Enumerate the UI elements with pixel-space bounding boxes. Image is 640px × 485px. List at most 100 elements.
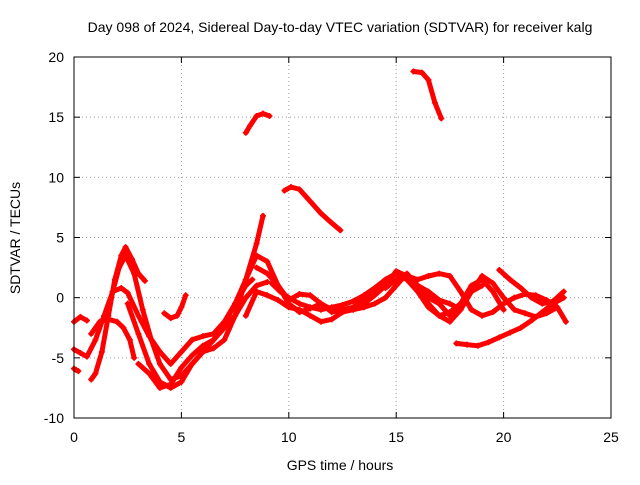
- data-point-marker: [88, 376, 95, 383]
- x-axis-label: GPS time / hours: [287, 457, 394, 473]
- data-point-marker: [131, 354, 138, 361]
- data-point-marker: [268, 280, 275, 287]
- data-point-marker: [474, 342, 481, 349]
- data-point-marker: [210, 345, 217, 352]
- data-point-marker: [92, 336, 99, 343]
- y-tick-label: 10: [48, 169, 64, 185]
- data-point-marker: [156, 360, 163, 367]
- data-point-marker: [221, 321, 228, 328]
- data-point-marker: [116, 264, 123, 271]
- data-point-marker: [232, 300, 239, 307]
- data-point-marker: [436, 300, 443, 307]
- data-point-marker: [382, 276, 389, 283]
- data-point-marker: [457, 306, 464, 313]
- data-point-marker: [479, 282, 486, 289]
- data-point-marker: [350, 304, 357, 311]
- data-point-marker: [393, 282, 400, 289]
- data-point-marker: [249, 276, 256, 283]
- data-point-marker: [88, 330, 95, 337]
- data-point-marker: [382, 285, 389, 292]
- data-point-marker: [457, 288, 464, 295]
- data-point-marker: [511, 294, 518, 301]
- data-point-marker: [139, 306, 146, 313]
- y-tick-label: 20: [48, 49, 64, 65]
- data-point-marker: [75, 368, 82, 375]
- data-point-marker: [174, 312, 181, 319]
- data-point-marker: [560, 294, 567, 301]
- grid: [74, 57, 611, 418]
- data-point-marker: [489, 309, 496, 316]
- data-point-marker: [438, 115, 445, 122]
- data-point-marker: [485, 339, 492, 346]
- data-point-marker: [260, 110, 267, 117]
- data-point-marker: [199, 348, 206, 355]
- data-point-marker: [382, 294, 389, 301]
- chart-title: Day 098 of 2024, Sidereal Day-to-day VTE…: [88, 19, 593, 35]
- data-point-marker: [522, 310, 529, 317]
- data-point-marker: [337, 227, 344, 234]
- data-point-marker: [178, 378, 185, 385]
- data-point-marker: [489, 288, 496, 295]
- data-point-marker: [318, 210, 325, 217]
- data-point-marker: [83, 317, 90, 324]
- data-point-marker: [507, 329, 514, 336]
- data-point-marker: [418, 69, 425, 76]
- data-point-marker: [242, 294, 249, 301]
- data-point-marker: [264, 292, 271, 299]
- data-point-marker: [414, 288, 421, 295]
- data-point-marker: [425, 76, 432, 83]
- data-point-marker: [113, 318, 120, 325]
- data-point-marker: [260, 212, 267, 219]
- data-point-marker: [161, 310, 168, 317]
- y-tick-label: 5: [56, 230, 64, 246]
- data-point-marker: [453, 340, 460, 347]
- data-point-marker: [328, 220, 335, 227]
- data-point-marker: [135, 312, 142, 319]
- data-point-marker: [350, 298, 357, 305]
- data-point-marker: [281, 187, 288, 194]
- series-arc-18: [453, 294, 567, 349]
- data-point-marker: [446, 273, 453, 280]
- series-arc-5: [88, 316, 138, 361]
- data-point-marker: [489, 280, 496, 287]
- data-point-marker: [371, 300, 378, 307]
- data-point-marker: [464, 341, 471, 348]
- data-point-marker: [393, 276, 400, 283]
- x-tick-label: 10: [281, 429, 297, 445]
- data-point-marker: [242, 312, 249, 319]
- data-point-marker: [307, 312, 314, 319]
- data-point-marker: [554, 304, 561, 311]
- data-point-marker: [500, 300, 507, 307]
- data-point-marker: [328, 316, 335, 323]
- data-point-marker: [178, 304, 185, 311]
- data-point-marker: [242, 276, 249, 283]
- data-point-marker: [118, 285, 125, 292]
- data-point-marker: [146, 360, 153, 367]
- data-point-marker: [425, 294, 432, 301]
- data-point-marker: [410, 68, 417, 75]
- data-point-marker: [242, 129, 249, 136]
- data-point-marker: [189, 360, 196, 367]
- y-tick-labels: -10 -5 0 5 10 15 20: [44, 49, 64, 426]
- data-point-marker: [296, 306, 303, 313]
- data-point-marker: [131, 270, 138, 277]
- data-point-marker: [83, 353, 90, 360]
- data-point-marker: [167, 315, 174, 322]
- x-tick-labels: 0 5 10 15 20 25: [70, 429, 619, 445]
- data-point-marker: [425, 304, 432, 311]
- data-point-marker: [178, 364, 185, 371]
- data-point-marker: [120, 324, 127, 331]
- axis-ticks: [73, 56, 612, 419]
- y-tick-label: -10: [44, 410, 64, 426]
- data-point-marker: [393, 270, 400, 277]
- data-point-marker: [550, 300, 557, 307]
- data-point-marker: [189, 336, 196, 343]
- data-point-marker: [371, 285, 378, 292]
- data-point-marker: [307, 304, 314, 311]
- data-point-marker: [318, 306, 325, 313]
- data-point-marker: [199, 333, 206, 340]
- data-point-marker: [77, 313, 84, 320]
- data-point-marker: [287, 183, 294, 190]
- data-point-marker: [96, 318, 103, 325]
